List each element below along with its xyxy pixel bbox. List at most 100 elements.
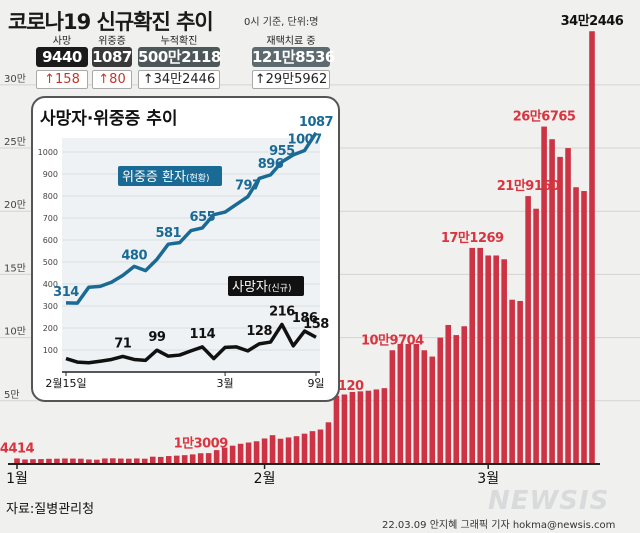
bar [389, 350, 396, 464]
bar [205, 453, 212, 464]
x-tick-label: 1월 [6, 471, 28, 487]
bar [413, 343, 420, 464]
y-tick-label: 15만 [4, 262, 26, 274]
inset-y-tick-label: 400 [43, 280, 58, 289]
stat-change: ↑80 [92, 70, 132, 89]
bar [349, 391, 356, 464]
series-tag: 사망자(신규) [228, 276, 304, 296]
inset-y-tick-label: 300 [43, 302, 58, 311]
bar-value-label: 34만2446 [561, 13, 624, 29]
inset-title: 사망자·위중증 추이 [40, 109, 178, 129]
newsis-logo: NEWSIS [488, 486, 610, 516]
series-value-label: 186 [292, 311, 318, 326]
series-line [65, 131, 318, 305]
y-tick-label: 5만 [4, 389, 20, 401]
inset-y-tick-label: 200 [43, 324, 58, 333]
bar [245, 442, 252, 464]
bar [38, 459, 44, 464]
bar [22, 459, 28, 464]
bar [86, 459, 92, 464]
bar [141, 458, 148, 464]
bar-value-label: 17만1269 [441, 230, 504, 246]
bar [269, 435, 276, 464]
series-value-label: 114 [190, 327, 216, 342]
series-tag-bg [118, 166, 222, 186]
bar [477, 247, 483, 464]
bar [405, 343, 412, 464]
inset-x-tick-label: 9일 [307, 376, 324, 390]
x-tick-label: 2월 [254, 471, 276, 487]
stat-change: ↑34만2446 [138, 70, 220, 89]
series-value-label: 158 [303, 317, 329, 332]
inset-y-tick-label: 1000 [38, 148, 58, 157]
inset-x-tick-label: 3월 [217, 377, 234, 390]
bar [293, 436, 300, 464]
bar [325, 422, 332, 464]
bar [501, 259, 507, 464]
series-value-label: 128 [246, 324, 272, 339]
bar [261, 438, 268, 464]
bar [46, 458, 52, 464]
inset-y-tick-label: 100 [43, 346, 58, 355]
bar [317, 429, 324, 464]
bar-value-label: 1만3009 [174, 435, 229, 451]
credit-line: 22.03.09 안지혜 그래픽 기자 hokma@newsis.com [382, 520, 616, 531]
y-tick-label: 25만 [4, 136, 26, 148]
bar [589, 31, 595, 465]
bar [309, 431, 316, 464]
bar [421, 350, 428, 464]
inset-y-tick-label: 500 [43, 258, 58, 267]
stat-change: ↑158 [36, 70, 88, 89]
stat-value: 1087 [92, 47, 132, 67]
bar [357, 391, 364, 464]
bar-value-label: 4414 [0, 441, 35, 456]
bar [94, 459, 100, 464]
source-note: 자료:질병관리청 [6, 502, 95, 517]
series-value-label: 99 [148, 330, 166, 345]
series-name: 사망자 [232, 280, 268, 295]
bar [397, 343, 404, 464]
series-value-label: 655 [190, 210, 216, 225]
bar [229, 445, 236, 464]
series-value-label: 896 [258, 157, 284, 172]
y-tick-label: 10만 [4, 326, 26, 338]
bar [62, 458, 68, 464]
stat-value: 121만8536 [252, 47, 335, 67]
bar [78, 458, 84, 464]
bar [533, 208, 539, 464]
series-note: (현황) [186, 173, 210, 184]
bar [133, 458, 140, 464]
bar [517, 300, 523, 464]
bar [341, 394, 348, 464]
bar [237, 443, 244, 464]
bar [110, 458, 116, 464]
bar [54, 458, 60, 464]
bar [437, 337, 444, 464]
bar [285, 437, 292, 464]
series-tag-bg [228, 276, 304, 296]
series-value-label: 314 [53, 285, 79, 300]
bar [277, 438, 284, 464]
bar [573, 187, 579, 464]
bar [581, 191, 587, 464]
y-tick-label: 30만 [4, 73, 26, 85]
series-value-label: 1087 [299, 115, 334, 130]
bar-value-label: 21만9160 [497, 178, 560, 194]
series-value-label: 216 [269, 304, 295, 319]
bar [165, 456, 172, 464]
bar [453, 335, 460, 464]
bar [365, 390, 372, 464]
x-tick-label: 3월 [477, 471, 499, 487]
bar [381, 388, 388, 464]
bar [557, 156, 563, 464]
series-tag: 위중증 환자(현황) [118, 166, 222, 186]
bar [197, 453, 204, 464]
bar [173, 455, 180, 464]
inset-y-tick-label: 800 [43, 192, 58, 201]
series-value-label: 71 [114, 336, 132, 351]
bar [445, 324, 452, 464]
bar [549, 139, 555, 464]
series-line [65, 322, 317, 365]
